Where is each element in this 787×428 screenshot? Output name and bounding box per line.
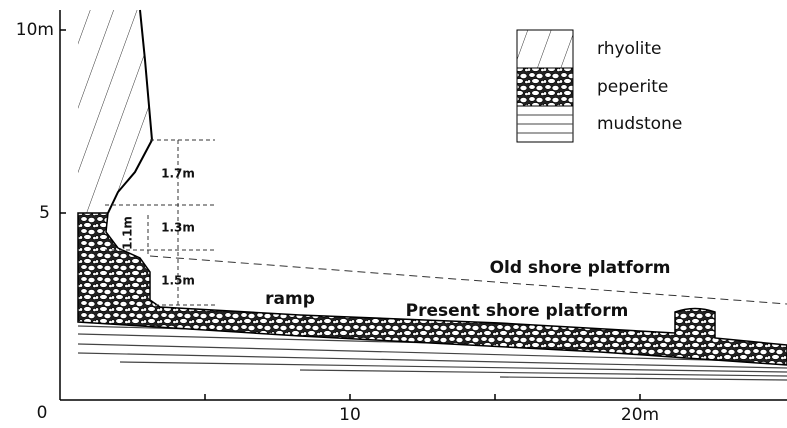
legend-label: mudstone [597, 114, 682, 134]
old-platform-label: Old shore platform [490, 258, 671, 278]
peperite-body [78, 213, 787, 365]
diagram: 10m 5 0 10 20m 1.7m 1.3m 1.1m 1.5m Old s… [0, 0, 787, 428]
x-tick-label: 0 [37, 403, 48, 423]
legend: rhyolite peperite mudstone [517, 30, 682, 142]
rhyolite-body [78, 10, 152, 213]
legend-label: peperite [597, 77, 668, 97]
legend-label: rhyolite [597, 39, 662, 59]
measurement: 1.5m [161, 274, 195, 288]
present-platform-label: Present shore platform [406, 301, 629, 321]
x-tick-label: 20m [621, 405, 659, 425]
measurement: 1.7m [161, 167, 195, 181]
measurement-lines [105, 140, 787, 305]
measurement: 1.3m [161, 221, 195, 235]
y-tick-label: 5 [39, 203, 50, 223]
legend-swatch [517, 30, 573, 68]
legend-swatch [517, 68, 573, 106]
measurement: 1.1m [121, 216, 135, 250]
ramp-label: ramp [265, 289, 315, 309]
x-tick-label: 10 [339, 405, 361, 425]
y-tick-label: 10m [16, 20, 54, 40]
